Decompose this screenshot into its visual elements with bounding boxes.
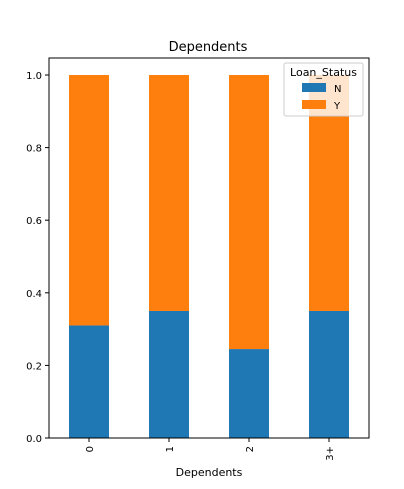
bar-n-1: [149, 310, 189, 438]
legend-swatch-n: [302, 83, 326, 92]
legend-swatch-y: [302, 100, 326, 109]
y-tick-label: 0.2: [26, 361, 42, 372]
y-tick-label: 0.6: [26, 216, 42, 227]
legend-items: NY: [302, 83, 341, 112]
x-tick-label: 1: [165, 446, 176, 452]
y-tick-label: 0.0: [26, 434, 42, 445]
y-tick-label: 0.8: [26, 144, 42, 155]
y-tick-label: 0.4: [26, 289, 42, 300]
x-tick-label: 2: [245, 446, 256, 452]
bar-y-0: [69, 75, 109, 326]
bar-n-2: [229, 349, 269, 438]
bar-n-0: [69, 325, 109, 438]
legend-label-n: N: [334, 84, 341, 95]
legend-label-y: Y: [333, 101, 341, 112]
legend: Loan_Status NY: [283, 62, 364, 117]
bars-group: [69, 75, 349, 438]
bar-y-2: [229, 75, 269, 350]
plot-frame: [48, 57, 370, 439]
chart-title: Dependents: [169, 40, 248, 55]
y-tick-label: 1.0: [26, 71, 42, 82]
legend-title: Loan_Status: [290, 66, 357, 79]
bar-y-1: [149, 75, 189, 311]
x-tick-label: 3+: [325, 446, 336, 461]
x-axis: 0 1 2 3+: [85, 438, 336, 461]
y-axis: 0.0 0.2 0.4 0.6 0.8 1.0: [26, 71, 49, 445]
bar-n-3+: [309, 310, 349, 438]
x-tick-label: 0: [85, 446, 96, 452]
x-axis-label: Dependents: [176, 466, 243, 479]
